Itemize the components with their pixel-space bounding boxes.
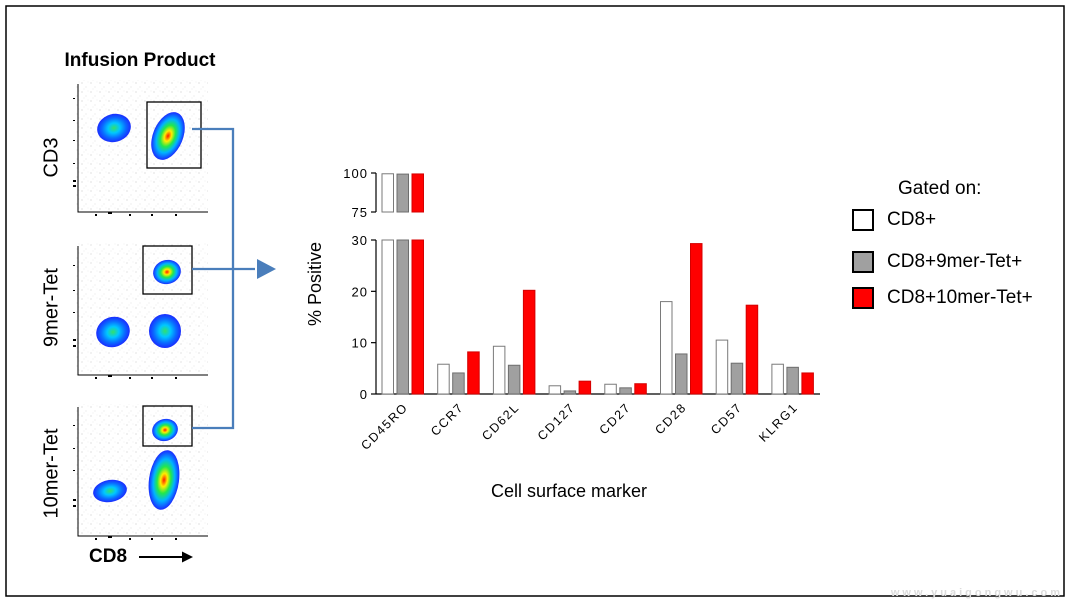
legend-swatch — [852, 287, 874, 309]
legend-title: Gated on: — [898, 178, 982, 199]
legend-label: CD8+9mer-Tet+ — [887, 251, 1023, 272]
bar — [786, 366, 799, 395]
legend-label: CD8+ — [887, 209, 937, 230]
y-tick-label: 0 — [360, 387, 368, 402]
y-tick-label: 100 — [343, 166, 368, 181]
fc-panel-10mer — [73, 404, 208, 540]
bar — [578, 380, 592, 395]
x-tick-label: CCR7 — [428, 400, 466, 438]
y-tick-label: 20 — [352, 284, 368, 299]
y-tick-label: 10 — [352, 336, 368, 351]
watermark: www.yuaigongwu.com — [890, 587, 1063, 599]
fc-title: Infusion Product — [64, 50, 216, 71]
fc-x-label: CD8 — [89, 546, 128, 567]
x-tick-label: CD57 — [708, 400, 745, 437]
bar — [548, 385, 562, 395]
legend-swatch — [852, 251, 874, 273]
x-tick-label: CD28 — [652, 400, 689, 437]
bar — [604, 383, 617, 395]
bar — [801, 372, 814, 395]
outer-border — [5, 5, 1065, 597]
legend-swatch — [852, 209, 874, 231]
bar — [492, 345, 506, 395]
bar — [522, 289, 536, 395]
bar — [715, 339, 729, 395]
fc-y-label-10mer: 10mer-Tet — [40, 428, 63, 519]
bar — [396, 173, 409, 213]
bar — [771, 363, 784, 395]
bar — [730, 362, 744, 395]
y-axis-label: % Positive — [305, 242, 325, 326]
bar — [634, 383, 647, 395]
x-tick-label: CD45RO — [358, 400, 411, 453]
bar — [452, 372, 465, 395]
legend-item: CD8+9mer-Tet+ — [852, 250, 1022, 274]
legend-label: CD8+10mer-Tet+ — [887, 287, 1033, 308]
bar — [675, 353, 688, 395]
gate-box — [146, 101, 202, 169]
fc-panel-9mer — [73, 243, 208, 379]
bar — [745, 304, 759, 395]
bar — [563, 390, 577, 395]
bar — [660, 301, 673, 395]
x-tick-label: KLRG1 — [756, 400, 801, 445]
bar — [619, 387, 632, 395]
x-tick-label: CD127 — [535, 400, 578, 443]
bar — [381, 239, 394, 395]
bar — [437, 363, 450, 395]
bar — [507, 364, 521, 395]
x-axis-label: Cell surface marker — [491, 481, 647, 501]
bar — [411, 173, 424, 213]
fc-y-label-9mer: 9mer-Tet — [40, 268, 63, 347]
gate-box — [142, 405, 193, 447]
y-tick-label: 75 — [352, 205, 368, 220]
cd8-axis-arrow — [139, 551, 193, 563]
x-tick-label: CD27 — [597, 400, 634, 437]
bar — [381, 173, 394, 213]
bar — [690, 243, 703, 395]
bar-chart: 0 10 20 30 75 100 % Positive Cell surface marke… — [305, 166, 820, 501]
legend-item: CD8+ — [852, 208, 936, 232]
bar — [396, 239, 409, 395]
bar — [467, 351, 480, 395]
y-tick-label: 30 — [352, 233, 368, 248]
legend-item: CD8+10mer-Tet+ — [852, 286, 1033, 310]
arrow-head — [257, 259, 276, 279]
fc-panel-cd3 — [73, 80, 208, 216]
x-tick-label: CD62L — [479, 400, 522, 443]
fc-y-label-cd3: CD3 — [40, 137, 63, 178]
gate-connector-arrow — [192, 127, 255, 430]
bar — [411, 239, 424, 395]
